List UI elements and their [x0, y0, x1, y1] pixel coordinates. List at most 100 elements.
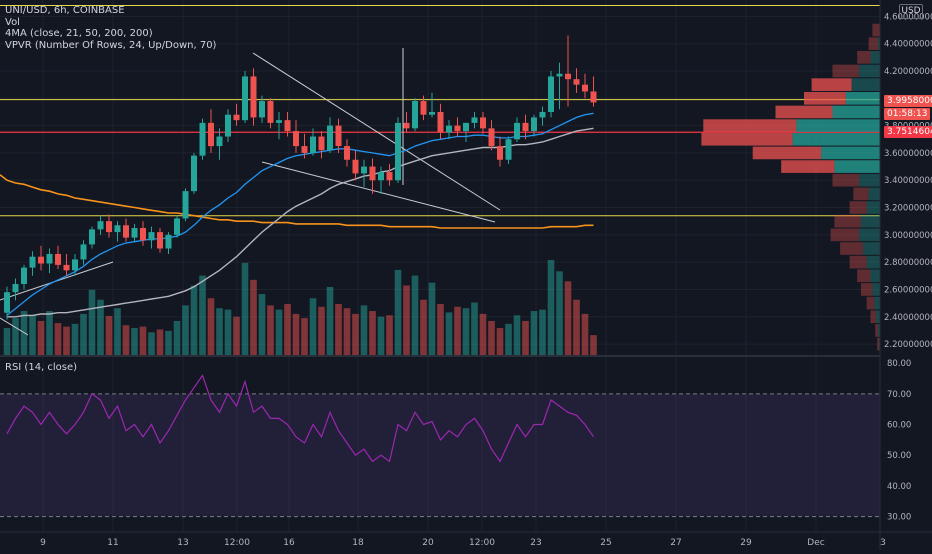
ma50-line: [7, 127, 594, 318]
volume-bar: [233, 316, 240, 355]
vpvr-up-bar: [862, 242, 880, 255]
candle-body: [284, 120, 291, 132]
volume-bar: [241, 262, 249, 355]
rsi-axis-label: 70.00: [887, 390, 911, 400]
candle-body: [318, 136, 325, 151]
vpvr-up-bar: [845, 91, 880, 105]
volume-bar: [80, 313, 87, 355]
currency-badge[interactable]: USD: [899, 4, 923, 19]
rsi-axis-label: 40.00: [887, 482, 911, 492]
vpvr-down-bar: [804, 91, 846, 105]
vpvr-up-bar: [832, 105, 880, 119]
candle-body: [539, 111, 546, 118]
red-line-price-tag: 3.75146042: [884, 126, 932, 138]
rsi-axis-label: 50.00: [887, 451, 911, 461]
vpvr-down-bar: [840, 242, 863, 255]
volume-bar: [97, 299, 104, 355]
candle-body: [514, 122, 520, 140]
volume-bar: [352, 313, 359, 355]
candle-body: [497, 146, 503, 160]
candle-body: [89, 229, 95, 245]
time-axis-label: 27: [670, 538, 681, 548]
vpvr-down-bar: [752, 146, 822, 160]
candle-body: [361, 166, 367, 174]
volume-bar: [471, 302, 478, 355]
candle-body: [191, 155, 197, 192]
ma200-line: [0, 174, 594, 229]
rsi-indicator-label[interactable]: RSI (14, close): [5, 362, 78, 373]
volume-bar: [114, 308, 121, 355]
candle-body: [63, 264, 70, 271]
vpvr-up-bar: [792, 132, 880, 146]
price-axis-label: 4.40000000: [884, 40, 932, 50]
volume-bar: [88, 289, 96, 355]
volume-bar: [547, 260, 555, 355]
candle-body: [480, 117, 486, 129]
candle-body: [12, 284, 19, 293]
candle-body: [123, 225, 129, 238]
candle-body: [242, 76, 248, 121]
candle-body: [446, 125, 452, 133]
candle-body: [531, 117, 537, 132]
volume-bar: [224, 309, 232, 355]
countdown-tag: 01:58:13: [884, 108, 931, 120]
candle-body: [437, 111, 444, 133]
vpvr-down-bar: [875, 324, 879, 337]
vpvr-down-bar: [877, 337, 880, 351]
volume-bar: [522, 320, 529, 355]
vpvr-down-bar: [701, 132, 793, 146]
trendline-drawings[interactable]: [0, 48, 501, 336]
ma-indicator-label[interactable]: 4MA (close, 21, 50, 200, 200): [5, 28, 153, 39]
price-axis-label: 4.60000000: [884, 12, 932, 22]
candle-body: [369, 166, 376, 181]
volume-bar: [454, 306, 461, 355]
time-axis-label: 25: [600, 538, 611, 548]
vpvr-down-bar: [870, 310, 877, 324]
vpvr-up-bar: [821, 146, 880, 160]
vpvr-down-bar: [866, 296, 875, 310]
volume-bar: [479, 313, 487, 355]
time-axis-label: 20: [422, 538, 434, 548]
volume-bar: [105, 316, 113, 355]
candle-body: [293, 131, 299, 147]
vpvr-up-bar: [834, 160, 880, 173]
volume-bar: [258, 294, 266, 355]
volume-bar: [590, 335, 597, 355]
time-axis-label: 18: [352, 538, 364, 548]
candle-body: [199, 122, 206, 156]
volume-bar: [173, 320, 181, 355]
time-axis-label: 23: [530, 538, 541, 548]
candle-body: [310, 136, 316, 153]
vol-indicator-label[interactable]: Vol: [5, 16, 20, 28]
volume-bar: [182, 305, 189, 355]
vpvr-indicator-label[interactable]: VPVR (Number Of Rows, 24, Up/Down, 70): [5, 39, 217, 51]
price-axis-label: 3.20000000: [884, 204, 932, 214]
price-axis-bg: [880, 0, 932, 550]
ma21-line: [6, 112, 594, 316]
candle-body: [182, 191, 189, 219]
vpvr-down-bar: [861, 283, 873, 296]
candle-body: [4, 292, 10, 313]
time-axis-label: Dec: [807, 538, 824, 548]
volume-bar: [513, 315, 521, 355]
symbol-title[interactable]: UNI/USD, 6h, COINBASE: [5, 5, 125, 16]
candle-body: [471, 117, 478, 123]
vpvr-up-bar: [876, 310, 880, 324]
candle-body: [131, 228, 138, 238]
candle-body: [216, 136, 223, 147]
candle-body: [80, 244, 87, 260]
candle-body: [335, 125, 342, 147]
candle-body: [165, 234, 172, 249]
volume-bar: [46, 311, 53, 355]
volume-bar: [309, 298, 317, 355]
vpvr-down-bar: [781, 160, 835, 173]
candle-body: [548, 76, 554, 112]
vpvr-up-bar: [868, 187, 880, 201]
candle-body: [352, 159, 359, 174]
time-axis-label: 11: [107, 538, 118, 548]
volume-bar: [71, 323, 79, 355]
candle-body: [21, 267, 27, 284]
volume-bar: [488, 320, 495, 355]
